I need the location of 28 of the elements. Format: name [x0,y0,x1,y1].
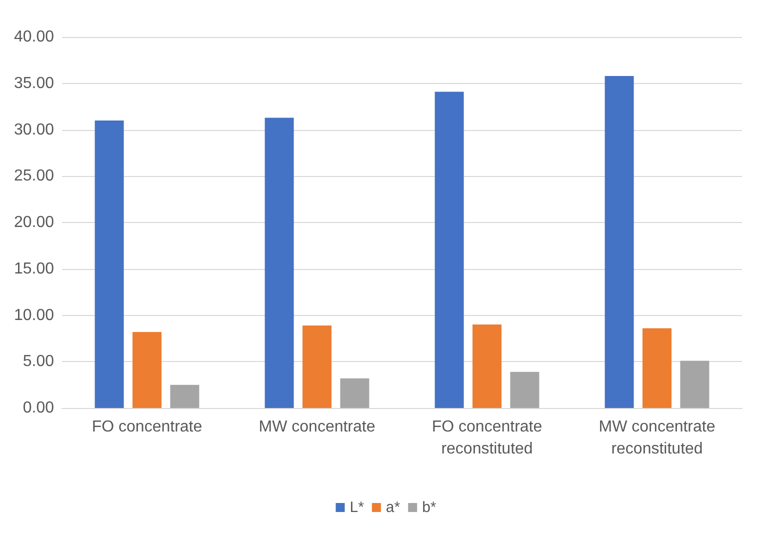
legend-label: L* [350,499,364,516]
y-tick-label: 15.00 [14,260,54,278]
x-tick-label: FO concentrate [92,418,202,436]
y-tick-label: 25.00 [14,168,54,185]
x-tick-label: MW concentrate reconstituted [598,418,716,458]
bar [510,372,540,408]
x-tick-label: FO concentrate reconstituted [432,418,542,458]
y-tick-label: 30.00 [14,121,54,138]
bar [170,384,200,408]
bar [604,76,634,408]
y-tick-label: 20.00 [14,214,54,231]
y-tick-label: 10.00 [14,306,54,324]
bar [302,325,332,408]
bar [472,324,502,408]
legend-label: a* [386,499,400,516]
y-tick-label: 35.00 [14,74,54,92]
legend-label: b* [422,499,436,516]
bar [132,332,162,408]
y-tick-label: 5.00 [22,353,54,370]
bar [434,92,464,408]
bar [264,118,294,408]
bar [94,120,124,408]
bar [680,360,710,408]
bar [642,328,672,408]
x-tick-label: MW concentrate [258,418,376,436]
y-tick-label: 40.00 [14,28,54,46]
y-tick-label: 0.00 [22,400,54,416]
bar [340,378,370,408]
